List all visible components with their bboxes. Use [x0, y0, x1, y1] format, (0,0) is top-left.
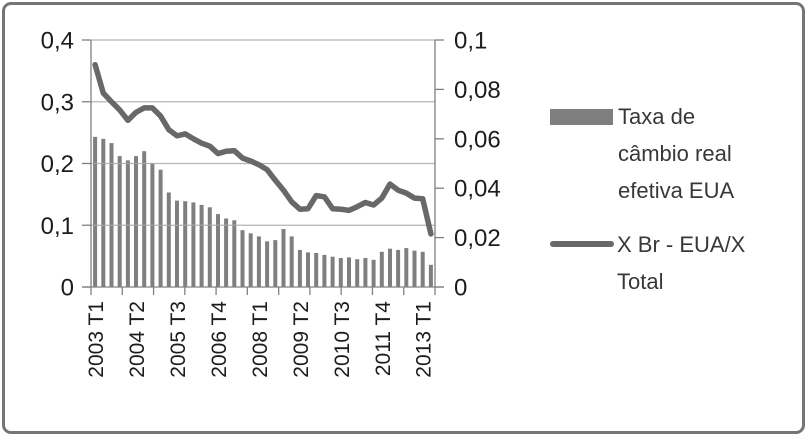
bar [322, 254, 327, 287]
right-axis-label: 0,08 [454, 77, 501, 104]
x-axis-label: 2010 T3 [331, 301, 354, 378]
bar [109, 143, 114, 287]
bar [412, 250, 417, 287]
bar [93, 136, 98, 287]
left-axis-label: 0,3 [41, 89, 74, 116]
legend-label-line: X Br - EUA/X Total [617, 232, 746, 294]
x-axis-label: 2008 T1 [249, 301, 272, 378]
left-axis-label: 0,4 [41, 28, 74, 55]
x-axis-label: 2003 T1 [85, 301, 108, 378]
bar [306, 252, 310, 287]
bar [248, 233, 253, 287]
x-axis-label: 2011 T4 [372, 301, 395, 376]
bar [191, 202, 196, 287]
bar [371, 259, 376, 287]
right-axis-label: 0 [454, 275, 467, 302]
bar [273, 240, 278, 287]
bar [330, 256, 335, 287]
bar [256, 236, 261, 287]
bar [240, 230, 245, 287]
bar [281, 229, 286, 287]
x-axis-label: 2006 T4 [208, 301, 231, 378]
bar [314, 253, 319, 287]
bar [265, 241, 270, 287]
x-axis-label: 2009 T2 [290, 301, 313, 378]
right-axis-label: 0,04 [454, 176, 501, 203]
trend-line [92, 61, 434, 237]
bar [207, 207, 212, 287]
left-axis-label: 0 [61, 275, 74, 302]
bar [428, 264, 433, 287]
bar [125, 160, 130, 287]
right-axis-label: 0,06 [454, 126, 501, 153]
bar [355, 259, 360, 287]
bar [232, 220, 237, 287]
bar [224, 218, 229, 287]
right-axis-label: 0,1 [454, 28, 487, 55]
legend-label-bars: Taxa de câmbio real efetiva EUA [618, 104, 735, 203]
bar [134, 156, 138, 287]
bar [199, 204, 204, 287]
bar [183, 201, 188, 287]
bar [347, 257, 351, 287]
bar [216, 214, 220, 287]
bar [166, 192, 171, 287]
bar [363, 258, 368, 287]
x-axis-label: 2004 T2 [126, 301, 149, 378]
bar-series-swatch [550, 109, 613, 125]
bar [396, 249, 401, 287]
bar [404, 248, 409, 287]
bar [297, 249, 302, 287]
bar [338, 258, 343, 287]
bar [388, 248, 392, 287]
left-axis-label: 0,2 [41, 151, 74, 178]
bar [379, 251, 384, 287]
x-axis-label: 2005 T3 [167, 301, 190, 378]
legend-item-line: X Br - EUA/X Total [550, 226, 767, 300]
bar [175, 200, 179, 287]
left-axis-label: 0,1 [41, 213, 74, 240]
bar [289, 236, 294, 287]
legend-item-bars: Taxa de câmbio real efetiva EUA [550, 98, 768, 209]
bar [101, 138, 106, 287]
line-series-swatch [550, 241, 614, 247]
right-axis-label: 0,02 [454, 225, 501, 252]
bar [420, 251, 425, 287]
x-axis-label: 2013 T1 [413, 301, 436, 378]
bar [142, 151, 147, 287]
bar [158, 169, 163, 287]
bar [117, 156, 122, 287]
